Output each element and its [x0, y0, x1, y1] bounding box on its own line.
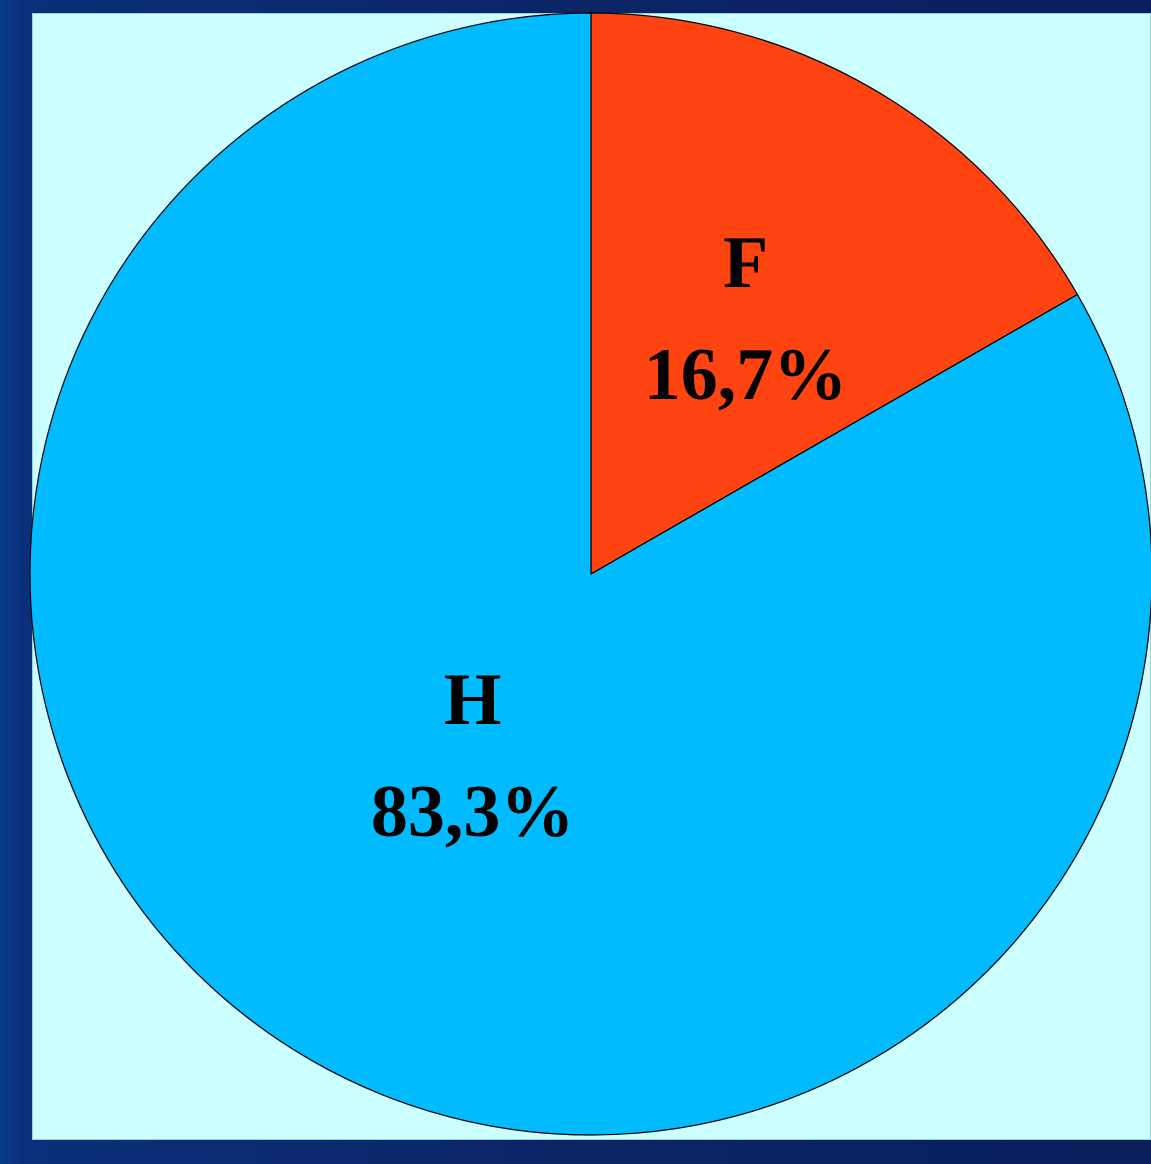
slice-label-f: F [723, 222, 768, 304]
slice-value-f: 16,7% [644, 334, 848, 416]
pie-labels: F 16,7% H 83,3% [371, 222, 847, 853]
slice-label-h: H [444, 659, 502, 741]
pie-slice-f [590, 12, 1079, 576]
pie-slices [29, 12, 1151, 1136]
pie-slice-h [29, 12, 1151, 1136]
slice-value-h: 83,3% [371, 771, 575, 853]
